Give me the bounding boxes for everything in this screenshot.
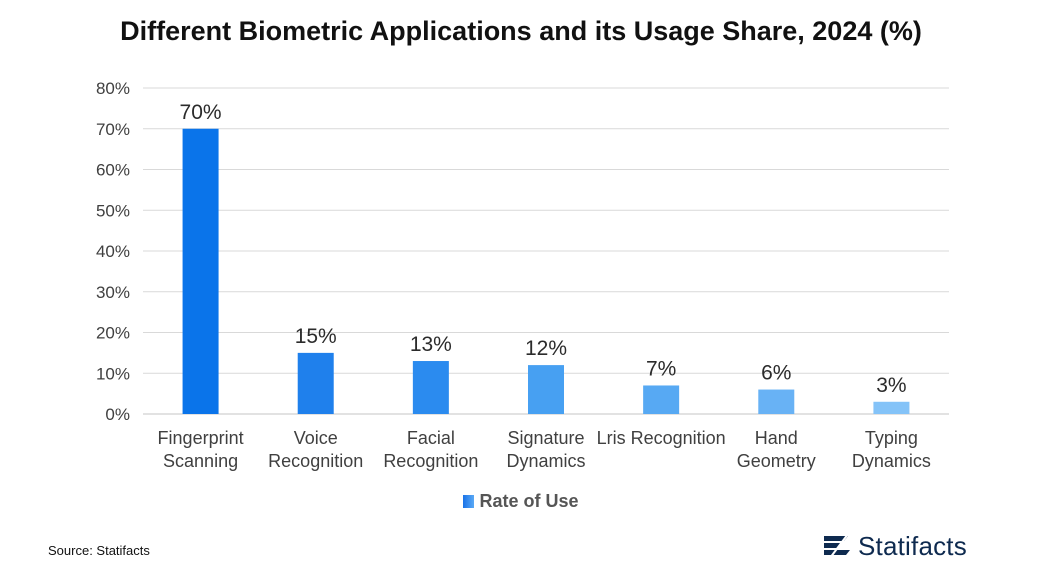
y-tick-label: 10% [96, 364, 130, 383]
bar [528, 365, 564, 414]
brand: Statifacts [822, 530, 967, 562]
data-label: 70% [180, 101, 222, 124]
data-label: 12% [525, 337, 567, 360]
x-tick-label: Fingerprint [158, 428, 244, 448]
x-tick-label: Scanning [163, 451, 238, 471]
data-label: 15% [295, 325, 337, 348]
y-tick-label: 80% [96, 79, 130, 98]
legend-label: Rate of Use [479, 491, 579, 511]
chart-title: Different Biometric Applications and its… [120, 16, 922, 46]
bar [758, 389, 795, 414]
data-label: 13% [410, 333, 452, 356]
bar [643, 385, 680, 414]
bar [297, 352, 334, 414]
y-tick-label: 40% [96, 242, 130, 261]
x-tick-label: Recognition [383, 451, 478, 471]
x-tick-label: Dynamics [852, 451, 931, 471]
x-tick-label: Recognition [268, 451, 363, 471]
legend: Rate of Use [0, 491, 1042, 512]
legend-swatch [463, 495, 475, 508]
data-label: 3% [876, 374, 906, 397]
x-tick-label: Voice [294, 428, 338, 448]
data-label: 7% [646, 357, 676, 380]
bar [873, 401, 910, 414]
x-tick-label: Facial [407, 428, 455, 448]
x-tick-label: Dynamics [506, 451, 585, 471]
bar [412, 361, 449, 414]
x-tick-label: Typing [865, 428, 918, 448]
x-tick-label: Geometry [737, 451, 816, 471]
y-tick-label: 20% [96, 324, 130, 343]
x-tick-label: Lris Recognition [597, 428, 726, 448]
brand-name: Statifacts [858, 530, 967, 561]
y-tick-label: 30% [96, 283, 130, 302]
y-tick-label: 60% [96, 161, 130, 180]
data-label: 6% [761, 362, 791, 385]
y-tick-label: 0% [105, 405, 130, 424]
y-tick-label: 70% [96, 120, 130, 139]
bar [182, 128, 219, 414]
statifacts-logo-icon [824, 533, 850, 559]
y-tick-label: 50% [96, 201, 130, 220]
x-tick-label: Signature [507, 428, 584, 448]
source-note: Source: Statifacts [48, 543, 150, 558]
x-tick-label: Hand [755, 428, 798, 448]
